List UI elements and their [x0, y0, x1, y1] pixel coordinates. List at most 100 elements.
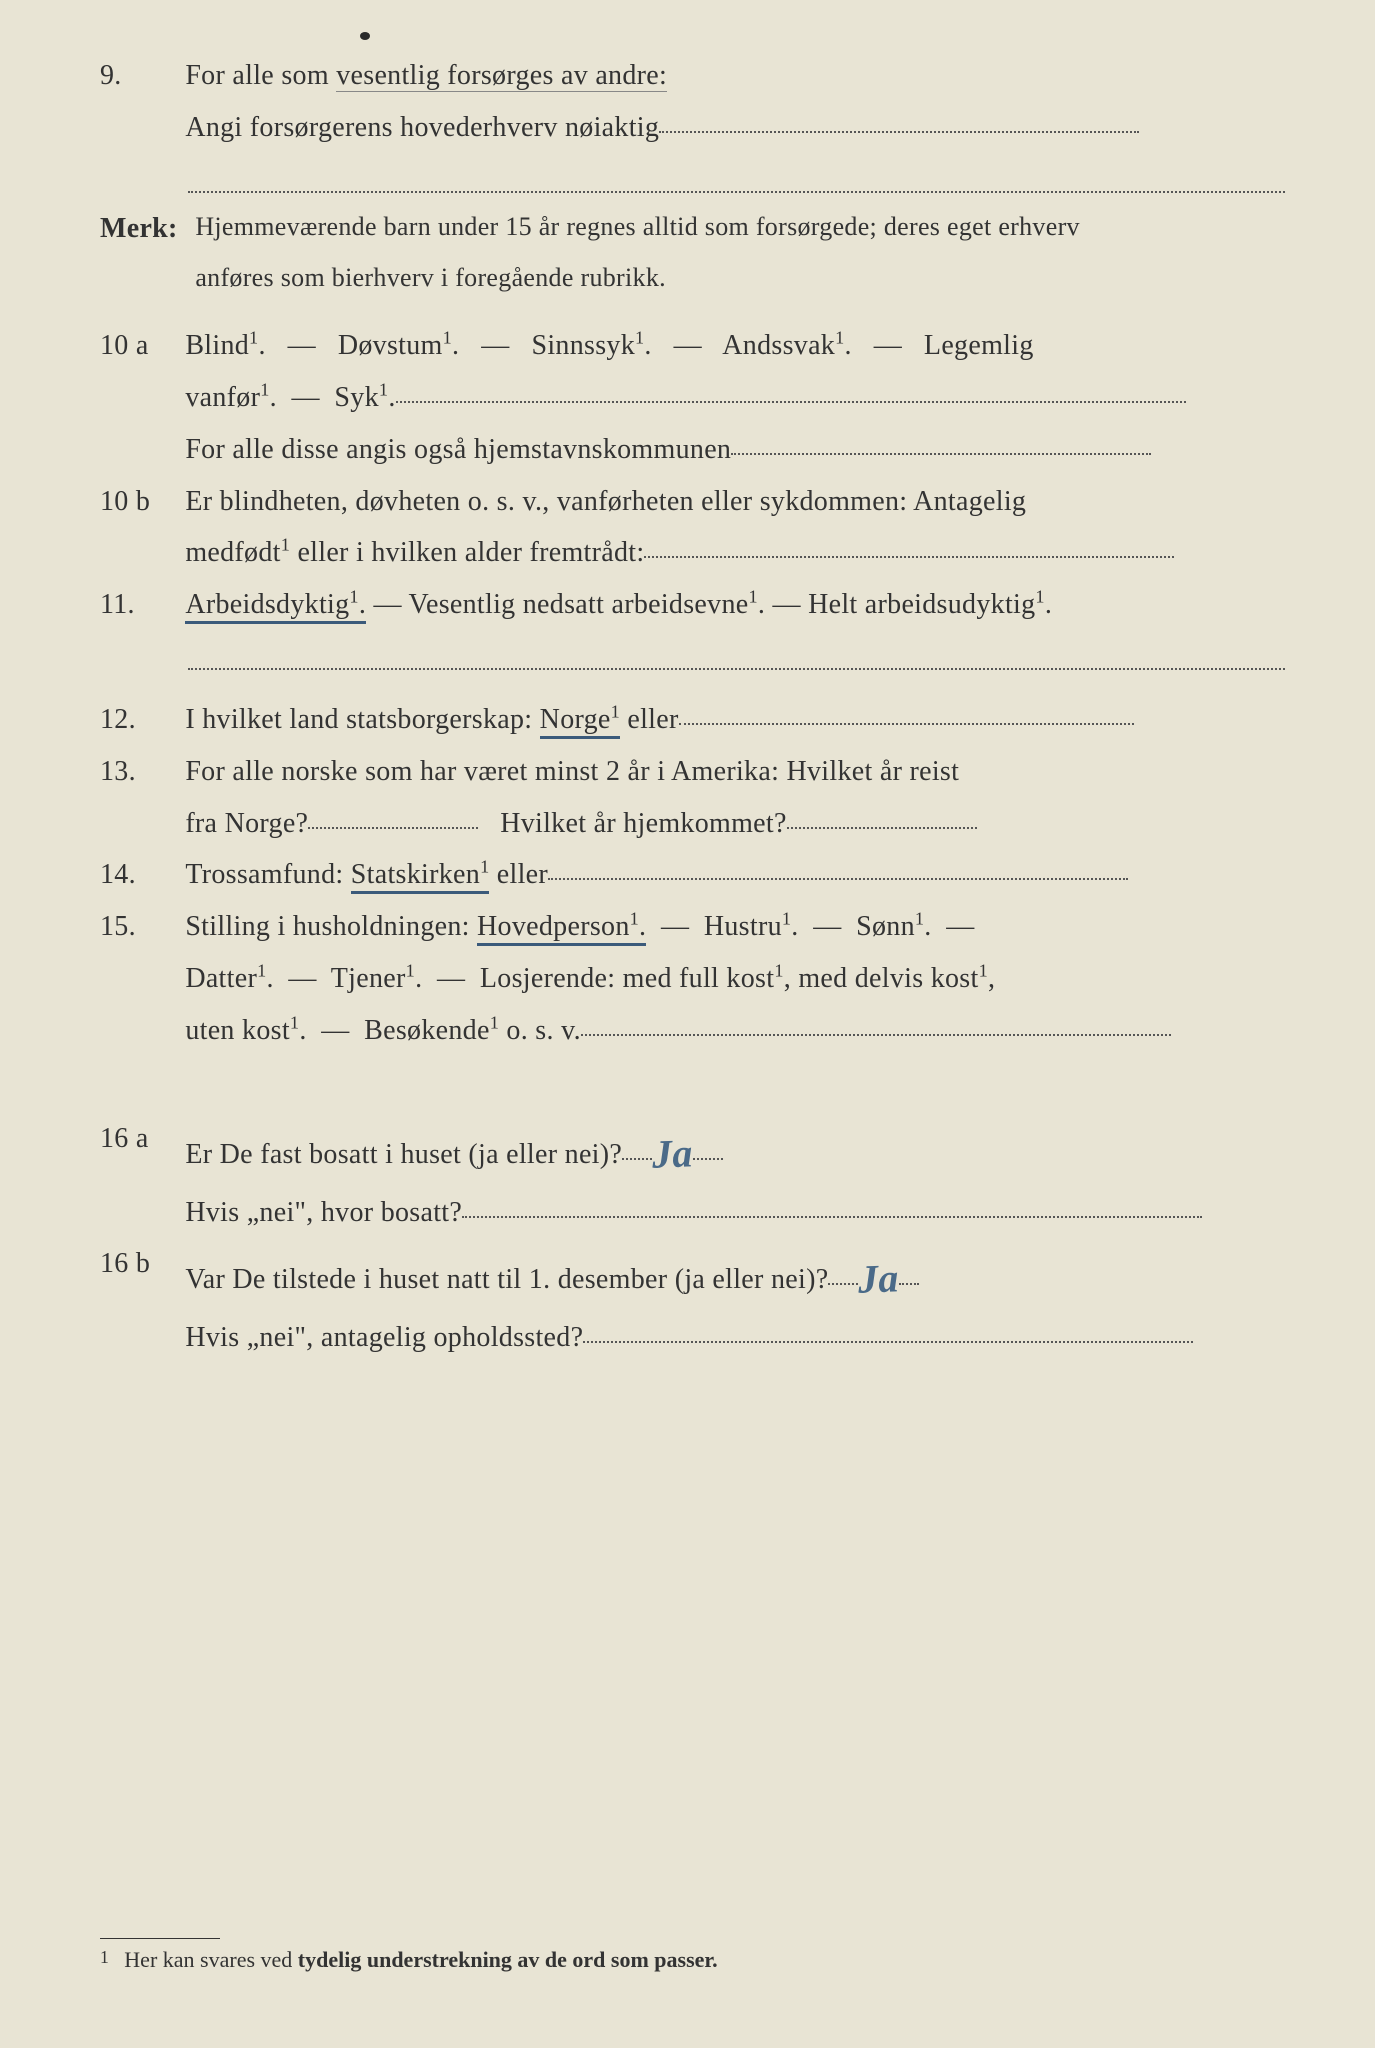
q12-row: 12. I hvilket land statsborgerskap: Norg… — [100, 694, 1285, 746]
q16b-line2: Hvis „nei", antagelig opholdssted? — [185, 1322, 583, 1353]
fill-rule — [787, 827, 977, 829]
footnote-area: 1 Her kan svares ved tydelig understrekn… — [100, 1928, 1285, 1973]
q10a-opt5: Legemlig — [924, 330, 1034, 361]
q16a-line2: Hvis „nei", hvor bosatt? — [185, 1197, 462, 1228]
q15-row2: Datter1. — Tjener1. — Losjerende: med fu… — [100, 953, 1285, 1005]
q13-line2b: Hvilket år hjemkommet? — [500, 808, 787, 839]
q11-opt3: Helt arbeidsudyktig — [808, 589, 1035, 620]
fill-rule — [308, 827, 478, 829]
fill-rule-full — [188, 190, 1285, 193]
q16b-number: 16 b — [100, 1238, 178, 1290]
q14-number: 14. — [100, 849, 178, 901]
q15-tjener: Tjener — [331, 963, 406, 994]
q10a-opt4: Andssvak — [722, 330, 835, 361]
q12-text-a: I hvilket land statsborgerskap: — [185, 704, 539, 735]
q16a-text: Er De fast bosatt i huset (ja eller nei)… — [185, 1139, 622, 1170]
q10b-row2: medfødt1 eller i hvilken alder fremtrådt… — [100, 527, 1285, 579]
q10a-row3: For alle disse angis også hjemstavnskomm… — [100, 424, 1285, 476]
q10a-opt2: Døvstum — [338, 330, 443, 361]
fill-rule — [622, 1158, 652, 1160]
q13-row2: fra Norge? Hvilket år hjemkommet? — [100, 798, 1285, 850]
q16b-row2: Hvis „nei", antagelig opholdssted? — [100, 1312, 1285, 1364]
q15-besokende: Besøkende — [364, 1015, 490, 1046]
q14-text-b: eller — [489, 859, 548, 890]
q13-line1: For alle norske som har været minst 2 år… — [185, 746, 1265, 798]
q11-opt1-underlined: Arbeidsdyktig1. — [185, 589, 366, 624]
q15-delvis: , med delvis kost — [784, 963, 979, 994]
q10a-syk: Syk — [334, 382, 378, 413]
q9-line2: Angi forsørgerens hovederhverv nøiaktig — [185, 112, 659, 143]
footnote-num: 1 — [100, 1947, 109, 1967]
q15-underlined: Hovedperson1. — [477, 911, 646, 946]
q12-underlined: Norge1 — [540, 704, 620, 739]
q15-row1: 15. Stilling i husholdningen: Hovedperso… — [100, 901, 1285, 953]
q15-row3: uten kost1. — Besøkende1 o. s. v. — [100, 1005, 1285, 1057]
q16b-answer-handwritten: Ja — [857, 1242, 900, 1317]
fill-rule — [659, 131, 1139, 133]
q10a-vanfor: vanfør — [185, 382, 260, 413]
q10a-opt3: Sinnssyk — [531, 330, 635, 361]
fill-rule — [679, 723, 1134, 725]
q14-row: 14. Trossamfund: Statskirken1 eller — [100, 849, 1285, 901]
fill-rule — [581, 1034, 1171, 1036]
q15-losjerende: Losjerende: med full kost — [480, 963, 774, 994]
merk-text1: Hjemmeværende barn under 15 år regnes al… — [195, 203, 1265, 251]
q10a-opt1: Blind — [185, 330, 249, 361]
merk-row2: anføres som bierhverv i foregående rubri… — [100, 254, 1285, 306]
q15-opt3: Sønn — [856, 911, 915, 942]
q13-row1: 13. For alle norske som har været minst … — [100, 746, 1285, 798]
q16b-row1: 16 b Var De tilstede i huset natt til 1.… — [100, 1238, 1285, 1312]
q9-row2: Angi forsørgerens hovederhverv nøiaktig — [100, 102, 1285, 154]
q11-opt2: Vesentlig nedsatt arbeidsevne — [409, 589, 749, 620]
q15-osv: o. s. v. — [499, 1015, 581, 1046]
q12-number: 12. — [100, 694, 178, 746]
fill-rule — [644, 556, 1174, 558]
footnote-a: Her kan svares ved — [124, 1947, 298, 1972]
q15-text-a: Stilling i husholdningen: — [185, 911, 477, 942]
q10a-opts: Blind1. — Døvstum1. — Sinnssyk1. — Andss… — [185, 320, 1265, 372]
q9-text-b: vesentlig forsørges av andre: — [336, 60, 667, 92]
q12-text-b: eller — [620, 704, 679, 735]
q15-opt2: Hustru — [704, 911, 782, 942]
q11-row: 11. Arbeidsdyktig1. — Vesentlig nedsatt … — [100, 579, 1285, 631]
q16a-answer-handwritten: Ja — [651, 1116, 694, 1191]
fill-rule — [693, 1158, 723, 1160]
q16a-row2: Hvis „nei", hvor bosatt? — [100, 1187, 1285, 1239]
merk-row: Merk: Hjemmeværende barn under 15 år reg… — [100, 203, 1285, 255]
q14-text-a: Trossamfund: — [185, 859, 350, 890]
q16b-text: Var De tilstede i huset natt til 1. dese… — [185, 1264, 828, 1295]
q16a-row1: 16 a Er De fast bosatt i huset (ja eller… — [100, 1113, 1285, 1187]
q10a-row1: 10 a Blind1. — Døvstum1. — Sinnssyk1. — … — [100, 320, 1285, 372]
merk-text2: anføres som bierhverv i foregående rubri… — [195, 254, 1265, 302]
q15-datter: Datter — [185, 963, 257, 994]
fill-rule — [548, 878, 1128, 880]
q10b-line1: Er blindheten, døvheten o. s. v., vanfør… — [185, 476, 1265, 528]
q10b-line2b: eller i hvilken alder fremtrådt: — [290, 537, 644, 568]
q13-line2a: fra Norge? — [185, 808, 308, 839]
fill-rule — [828, 1283, 858, 1285]
footnote-rule — [100, 1938, 220, 1939]
q10a-row2: vanfør1. — Syk1. — [100, 372, 1285, 424]
q13-number: 13. — [100, 746, 178, 798]
q15-utenkost: uten kost — [185, 1015, 290, 1046]
merk-label: Merk: — [100, 203, 188, 255]
q10b-row1: 10 b Er blindheten, døvheten o. s. v., v… — [100, 476, 1285, 528]
fill-rule — [462, 1216, 1202, 1218]
q9-line1: For alle som vesentlig forsørges av andr… — [185, 50, 1265, 102]
q10b-number: 10 b — [100, 476, 178, 528]
fill-rule — [396, 401, 1186, 403]
q9-row1: 9. For alle som vesentlig forsørges av a… — [100, 50, 1285, 102]
q16a-number: 16 a — [100, 1113, 178, 1165]
footnote-b: tydelig understrekning av de ord som pas… — [298, 1947, 718, 1972]
fill-rule — [583, 1341, 1193, 1343]
fill-rule-full — [188, 667, 1285, 670]
q10a-number: 10 a — [100, 320, 178, 372]
footnote-text: 1 Her kan svares ved tydelig understrekn… — [100, 1947, 1285, 1973]
q14-underlined: Statskirken1 — [351, 859, 490, 894]
q11-number: 11. — [100, 579, 178, 631]
fill-rule — [899, 1283, 919, 1285]
q9-text-a: For alle som — [185, 60, 329, 91]
q15-number: 15. — [100, 901, 178, 953]
q10a-line3: For alle disse angis også hjemstavnskomm… — [185, 434, 731, 465]
fill-rule — [731, 453, 1151, 455]
